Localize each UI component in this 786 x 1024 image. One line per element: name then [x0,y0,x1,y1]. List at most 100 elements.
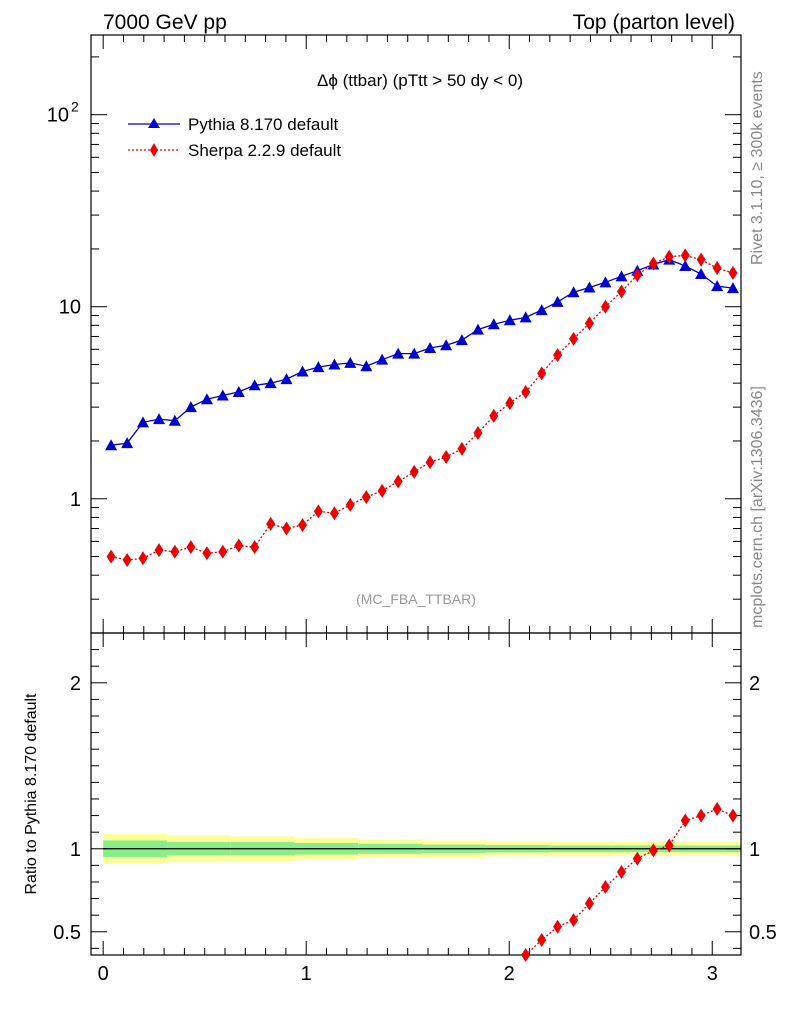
sherpa-data-point [218,544,228,559]
ratio-sherpa-data-point [521,948,531,962]
pythia-data-point [328,358,341,370]
series-line-sherpa [110,254,734,561]
sherpa-data-point [170,544,180,559]
sherpa-data-point [489,408,499,423]
pythia-data-point [168,414,181,426]
pythia-data-point [679,259,692,271]
pythia-data-point [440,339,453,351]
ratio-series-line-sherpa [525,808,734,956]
sherpa-data-point [409,464,419,479]
sherpa-data-point [298,518,308,533]
sherpa-data-point [521,384,531,399]
sherpa-data-point [728,265,738,280]
pythia-data-point [360,360,373,372]
upper-y-tick-label: 1 [70,489,81,511]
sherpa-data-point [313,504,323,519]
ratio-sherpa-data-point [648,843,658,858]
pythia-data-point [487,318,500,330]
pythia-data-point [535,304,548,316]
sherpa-data-point [266,516,276,531]
legend-sherpa-marker [150,143,158,157]
sherpa-data-point [425,455,435,470]
ratio-y-tick-label-left: 2 [70,673,81,695]
upper-y-tick-label-exponent: 2 [71,99,79,115]
plot-title: Δϕ (ttbar) (pTtt > 50 dy < 0) [317,71,523,90]
pythia-data-point [216,389,229,401]
upper-y-tick-label: 10 [47,105,69,127]
legend-pythia-marker [148,118,160,128]
ratio-y-tick-label-left: 0.5 [53,922,81,944]
pythia-data-point [153,413,166,425]
ratio-sherpa-data-point [569,913,579,928]
header-process-label: Top (parton level) [573,11,735,34]
sherpa-data-point [361,490,371,505]
sherpa-data-point [553,348,563,363]
sherpa-data-point [138,551,148,566]
pythia-data-point [567,286,580,298]
sherpa-data-point [282,521,292,536]
ratio-sherpa-data-point [537,933,547,948]
pythia-data-point [424,341,437,353]
sherpa-data-point [537,366,547,381]
pythia-data-point [471,323,484,335]
legend: Pythia 8.170 default Sherpa 2.2.9 defaul… [128,115,341,160]
sherpa-data-point [696,252,706,267]
pythia-data-point [280,373,293,385]
sherpa-data-point [648,256,658,271]
ratio-sherpa-data-point [728,808,738,823]
ratio-y-tick-label-right: 0.5 [749,922,777,944]
pythia-data-point [726,282,739,294]
pythia-data-point [519,311,532,323]
ratio-sherpa-data-point [584,896,594,911]
ratio-sherpa-data-point [632,851,642,866]
pythia-data-point [583,281,596,293]
sherpa-data-point [234,538,244,553]
sherpa-data-point [473,426,483,441]
pythia-data-point [248,379,261,391]
sherpa-data-point [329,506,339,521]
sherpa-data-point [377,483,387,498]
legend-pythia-label: Pythia 8.170 default [188,115,339,134]
sherpa-data-point [202,546,212,561]
ratio-sherpa-data-point [680,813,690,828]
sherpa-data-point [617,284,627,299]
pythia-data-point [296,365,309,377]
sherpa-data-point [154,543,164,558]
ratio-sherpa-data-point [617,865,627,880]
x-tick-label: 2 [504,963,515,985]
sherpa-data-point [584,316,594,331]
pythia-data-point [551,295,564,307]
ratio-plot-frame [90,632,742,956]
series-line-pythia [111,258,734,446]
x-tick-label: 1 [301,963,312,985]
pythia-data-point [121,437,134,449]
pythia-data-point [184,401,197,413]
pythia-data-point [408,347,421,359]
ratio-sherpa-data-point [712,801,722,816]
sherpa-data-point [600,299,610,314]
pythia-data-point [105,439,118,451]
main-plot-panel: Δϕ (ttbar) (pTtt > 50 dy < 0) (MC_FBA_TT… [47,34,742,634]
pythia-data-point [503,314,516,326]
sherpa-data-point [122,552,132,567]
sherpa-data-point [712,261,722,276]
ratio-sherpa-data-point [600,879,610,894]
ratio-sherpa-data-point [553,919,563,934]
ratio-y-tick-label-right: 2 [749,673,760,695]
x-tick-label: 0 [98,963,109,985]
pythia-data-point [232,385,245,397]
sherpa-data-point [250,540,260,555]
rivet-version-label: Rivet 3.1.10, ≥ 300k events [749,71,766,265]
pythia-data-point [615,270,628,282]
pythia-data-point [695,268,708,280]
pythia-data-point [344,356,357,368]
pythia-data-point [392,347,405,359]
ratio-y-tick-label-left: 1 [70,839,81,861]
sherpa-data-point [632,268,642,283]
pythia-data-point [455,334,468,346]
header-energy-label: 7000 GeV pp [103,11,227,34]
sherpa-data-point [457,441,467,456]
pythia-data-point [711,280,724,292]
ratio-axis-label: Ratio to Pythia 8.170 default [23,693,40,895]
